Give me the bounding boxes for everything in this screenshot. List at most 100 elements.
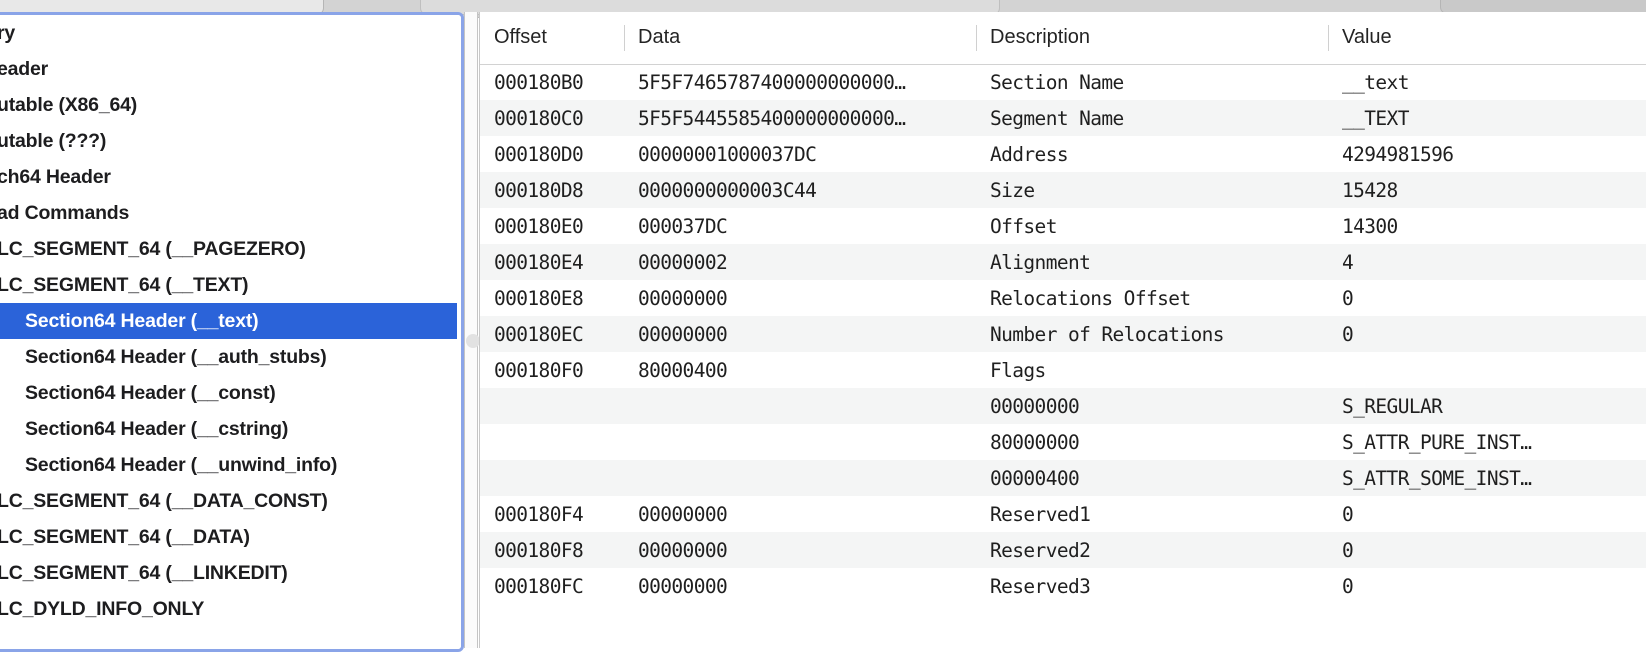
table-row[interactable]: 000180F0 80000400 Flags: [480, 352, 1646, 388]
sidebar-panel[interactable]: ry eader utable (X86_64)utable (???) ch64 H…: [0, 12, 464, 652]
outline-item[interactable]: eader: [0, 51, 457, 87]
cell-offset: 000180D0: [494, 142, 584, 166]
table-row[interactable]: 000180D8 0000000000003C44 Size 15428: [480, 172, 1646, 208]
splitter-handle-icon[interactable]: [466, 334, 480, 348]
outline-item[interactable]: Section64 Header (__const): [0, 375, 457, 411]
cell-description: Address: [990, 142, 1069, 166]
outline-item-selected[interactable]: Section64 Header (__text): [0, 303, 457, 339]
cell-offset: 000180D8: [480, 172, 624, 208]
table-header-row: Offset Data Description Value: [480, 12, 1646, 65]
cell-data: [624, 388, 976, 424]
table-row[interactable]: 000180D0 00000001000037DC Address 429498159…: [480, 136, 1646, 172]
outline-item[interactable]: Section64 Header (__unwind_info): [0, 447, 457, 483]
cell-value: S_REGULAR: [1328, 388, 1646, 424]
table-row[interactable]: 00000400 S_ATTR_SOME_INST…: [480, 460, 1646, 496]
outline-item[interactable]: LC_SEGMENT_64 (__TEXT): [0, 267, 457, 303]
cell-data: 00000000: [638, 286, 728, 310]
table-row[interactable]: 000180E8 00000000 Relocations Offset 0: [480, 280, 1646, 316]
cell-value: 0: [1342, 502, 1354, 526]
column-header-label: Offset: [494, 26, 547, 49]
cell-data: 5F5F5445585400000000000…: [624, 100, 976, 136]
cell-description: Reserved1: [990, 502, 1091, 526]
outline-item-label: LC_DYLD_INFO_ONLY: [0, 598, 205, 620]
outline-item-label: ry: [0, 22, 16, 44]
column-divider: [976, 25, 977, 51]
detail-table-panel[interactable]: Offset Data Description Value 000180B0 5F…: [479, 12, 1646, 648]
column-header-label: Description: [990, 26, 1091, 49]
section64-header-detail-table: Offset Data Description Value 000180B0 5F…: [480, 12, 1646, 604]
outline-item-label: LC_SEGMENT_64 (__DATA): [0, 526, 250, 548]
outline-item-label: LC_SEGMENT_64 (__PAGEZERO): [0, 238, 306, 260]
outline-item[interactable]: ry: [0, 15, 457, 51]
outline-item[interactable]: Section64 Header (__cstring): [0, 411, 457, 447]
column-header-description[interactable]: Description: [976, 12, 1328, 65]
outline-item[interactable]: LC_SEGMENT_64 (__DATA): [0, 519, 457, 555]
outline-item[interactable]: Section64 Header (__auth_stubs): [0, 339, 457, 375]
cell-value: 14300: [1342, 214, 1398, 238]
column-divider: [624, 25, 625, 51]
outline-item[interactable]: LC_SEGMENT_64 (__DATA_CONST): [0, 483, 457, 519]
cell-description: 80000000: [990, 430, 1080, 454]
outline-item-label: Section64 Header (__const): [25, 382, 276, 404]
cell-data: 00000000: [624, 532, 976, 568]
outline-item[interactable]: LC_SEGMENT_64 (__LINKEDIT): [0, 555, 457, 591]
outline-item[interactable]: ad Commands: [0, 195, 457, 231]
cell-offset: 000180E8: [494, 286, 584, 310]
cell-data: 00000000: [638, 502, 728, 526]
table-row[interactable]: 000180E4 00000002 Alignment 4: [480, 244, 1646, 280]
table-row[interactable]: 000180C0 5F5F5445585400000000000… Segment …: [480, 100, 1646, 136]
outline-item[interactable]: utable (X86_64): [0, 87, 457, 123]
cell-data: [624, 424, 976, 460]
outline-item-label: eader: [0, 58, 49, 80]
cell-description: Segment Name: [976, 100, 1328, 136]
cell-description: Reserved2: [976, 532, 1328, 568]
cell-value: 0: [1328, 532, 1646, 568]
outline-item-label: ch64 Header: [0, 166, 111, 188]
cell-description: Offset: [990, 214, 1057, 238]
table-row[interactable]: 000180F4 00000000 Reserved1 0: [480, 496, 1646, 532]
table-row[interactable]: 000180F8 00000000 Reserved2 0: [480, 532, 1646, 568]
outline-tree[interactable]: ry eader utable (X86_64)utable (???) ch64 H…: [0, 15, 457, 627]
cell-description: 00000000: [976, 388, 1328, 424]
outline-item[interactable]: LC_DYLD_INFO_ONLY: [0, 591, 457, 627]
table-row[interactable]: 00000000 S_REGULAR: [480, 388, 1646, 424]
cell-data: 00000002: [624, 244, 976, 280]
cell-value: 4294981596: [1342, 142, 1454, 166]
outline-item[interactable]: LC_SEGMENT_64 (__PAGEZERO): [0, 231, 457, 267]
cell-value: S_ATTR_SOME_INST…: [1328, 460, 1646, 496]
cell-offset: [480, 460, 624, 496]
cell-description: 00000400: [976, 460, 1328, 496]
column-header-value[interactable]: Value: [1328, 12, 1646, 65]
column-header-data[interactable]: Data: [624, 12, 976, 65]
cell-description: Reserved3: [990, 574, 1091, 598]
outline-item-label: LC_SEGMENT_64 (__DATA_CONST): [0, 490, 328, 512]
cell-data: [624, 460, 976, 496]
cell-offset: 000180C0: [480, 100, 624, 136]
table-row[interactable]: 000180B0 5F5F7465787400000000000… Section …: [480, 64, 1646, 100]
cell-offset: 000180B0: [494, 70, 584, 94]
column-header-offset[interactable]: Offset: [480, 12, 624, 65]
sidebar-scroll-area[interactable]: ry eader utable (X86_64)utable (???) ch64 H…: [0, 15, 461, 649]
outline-item-label: utable (???): [0, 130, 107, 152]
outline-item-label: Section64 Header (__unwind_info): [25, 454, 338, 476]
column-divider: [1328, 25, 1329, 51]
table-row[interactable]: 000180FC 00000000 Reserved3 0: [480, 568, 1646, 604]
cell-description: Section Name: [990, 70, 1124, 94]
cell-description: Size: [976, 172, 1328, 208]
cell-offset: 000180F4: [494, 502, 584, 526]
column-header-label: Data: [638, 26, 681, 49]
panel-splitter[interactable]: [464, 12, 480, 648]
table-row[interactable]: 80000000 S_ATTR_PURE_INST…: [480, 424, 1646, 460]
cell-offset: 000180FC: [494, 574, 584, 598]
cell-offset: 000180F0: [494, 358, 584, 382]
cell-value: [1328, 352, 1646, 388]
cell-data: 00000000: [638, 574, 728, 598]
table-row[interactable]: 000180EC 00000000 Number of Relocations 0: [480, 316, 1646, 352]
outline-item[interactable]: utable (???): [0, 123, 457, 159]
outline-item[interactable]: ch64 Header: [0, 159, 457, 195]
outline-item-label: ad Commands: [0, 202, 130, 224]
cell-description: Flags: [990, 358, 1046, 382]
table-row[interactable]: 000180E0 000037DC Offset 14300: [480, 208, 1646, 244]
cell-data: 0000000000003C44: [624, 172, 976, 208]
